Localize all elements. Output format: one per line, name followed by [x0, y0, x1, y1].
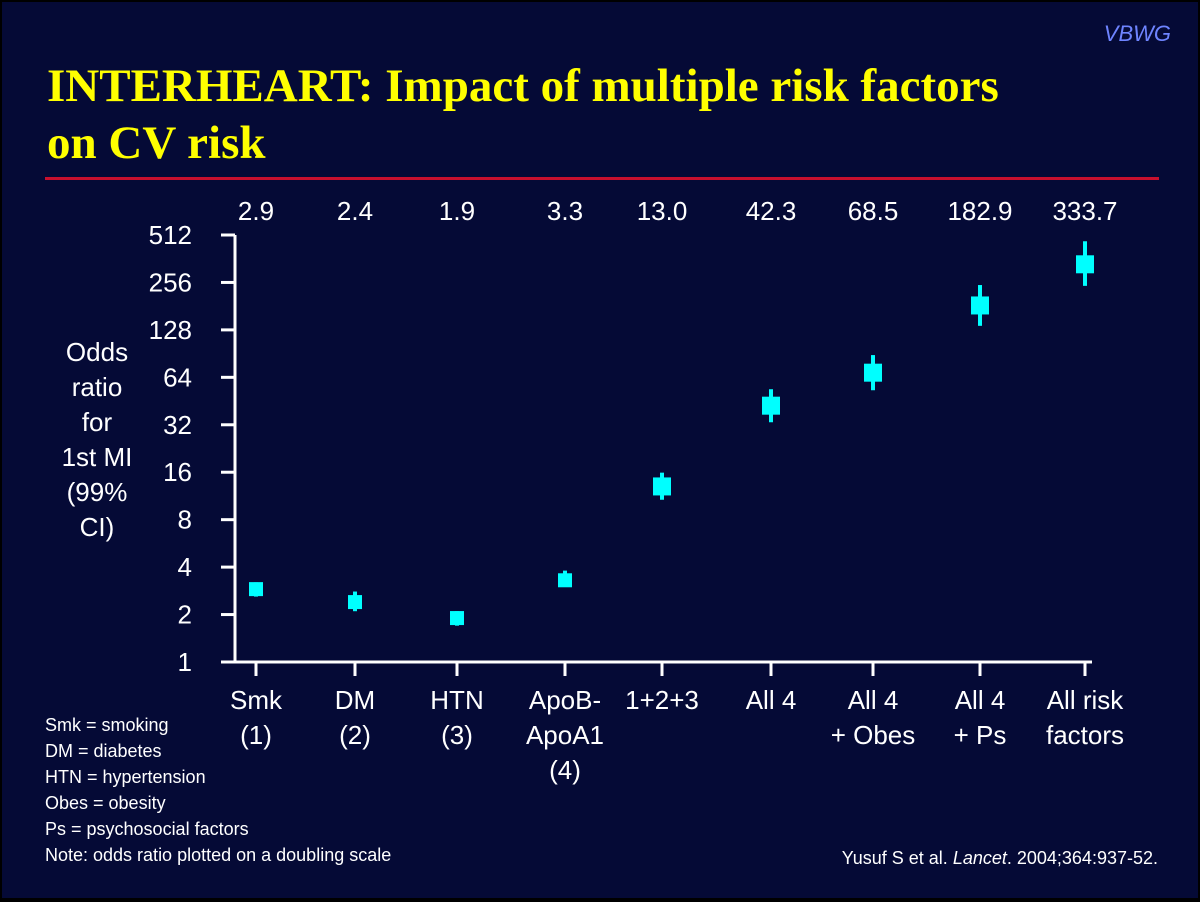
y-tick-label: 128	[149, 315, 192, 345]
data-point	[971, 296, 989, 315]
category-label: All 4	[746, 685, 797, 715]
category-label-line: (2)	[339, 720, 371, 750]
category-label-line: ApoA1	[526, 720, 604, 750]
legend-item: Smk = smoking	[45, 715, 169, 735]
category-label-line: All risk	[1047, 685, 1125, 715]
category-label: DM (2)	[335, 685, 375, 750]
value-label: 13.0	[637, 196, 688, 226]
citation-details: . 2004;364:937-52.	[1006, 848, 1158, 868]
category-label-line: ApoB-	[529, 685, 601, 715]
value-label: 2.9	[238, 196, 274, 226]
category-label: All 4 + Ps	[954, 685, 1007, 750]
title-line-2: on CV risk	[47, 117, 266, 169]
point-markers	[249, 255, 1094, 626]
y-axis-label: Odds ratio for 1st MI (99% CI)	[61, 337, 133, 542]
chart-axes	[233, 235, 1092, 664]
category-label-line: (3)	[441, 720, 473, 750]
category-label-line: Smk	[230, 685, 283, 715]
category-label: All 4 + Obes	[831, 685, 916, 750]
category-label-line: + Ps	[954, 720, 1007, 750]
category-labels: Smk (1) DM (2) HTN (3) ApoB- ApoA1 (4) 1+2+3 All 4…	[230, 662, 1124, 785]
citation-journal: Lancet	[952, 848, 1007, 868]
y-tick-label: 16	[163, 457, 192, 487]
legend-item: Ps = psychosocial factors	[45, 819, 249, 839]
legend-item: DM = diabetes	[45, 741, 162, 761]
citation-authors: Yusuf S et al.	[841, 848, 953, 868]
category-label-line: All 4	[746, 685, 797, 715]
page-title: INTERHEART: Impact of multiple risk fact…	[47, 58, 1167, 172]
y-tick-label: 4	[178, 552, 192, 582]
source-citation: Yusuf S et al. Lancet. 2004;364:937-52.	[842, 848, 1158, 869]
y-axis-ticks: 1 2 4 8 16 32 64 128 256 512	[149, 220, 235, 677]
value-label: 1.9	[439, 196, 475, 226]
y-tick-label: 64	[163, 362, 192, 392]
category-label-line: 1+2+3	[625, 685, 699, 715]
data-point	[653, 477, 671, 496]
value-labels: 2.9 2.4 1.9 3.3 13.0 42.3 68.5 182.9 333.7	[238, 196, 1118, 226]
value-label: 3.3	[547, 196, 583, 226]
category-label-line: (1)	[240, 720, 272, 750]
value-label: 68.5	[848, 196, 899, 226]
y-tick-label: 8	[178, 505, 192, 535]
y-tick-label: 2	[178, 600, 192, 630]
data-point	[558, 573, 572, 588]
y-tick-label: 512	[149, 220, 192, 250]
data-point	[762, 396, 780, 415]
data-point	[348, 595, 362, 610]
category-label-line: All 4	[955, 685, 1006, 715]
y-tick-label: 256	[149, 267, 192, 297]
category-label: HTN (3)	[430, 685, 483, 750]
category-label-line: All 4	[848, 685, 899, 715]
abbreviation-legend: Smk = smoking DM = diabetes HTN = hypert…	[45, 712, 391, 868]
value-label: 333.7	[1052, 196, 1117, 226]
title-line-1: INTERHEART: Impact of multiple risk fact…	[47, 60, 999, 112]
title-divider	[45, 177, 1159, 180]
y-tick-label: 1	[178, 647, 192, 677]
category-label-line: HTN	[430, 685, 483, 715]
y-tick-label: 32	[163, 410, 192, 440]
category-label: All risk factors	[1046, 685, 1124, 750]
value-label: 182.9	[947, 196, 1012, 226]
data-point	[450, 611, 464, 626]
legend-item: HTN = hypertension	[45, 767, 206, 787]
category-label-line: factors	[1046, 720, 1124, 750]
value-label: 42.3	[746, 196, 797, 226]
data-point	[249, 582, 263, 597]
category-label-line: + Obes	[831, 720, 916, 750]
category-label: ApoB- ApoA1 (4)	[526, 685, 604, 785]
data-point	[864, 363, 882, 382]
data-point	[1076, 255, 1094, 274]
brand-label: VBWG	[1103, 21, 1171, 46]
legend-item: Note: odds ratio plotted on a doubling s…	[45, 845, 392, 865]
legend-item: Obes = obesity	[45, 793, 166, 813]
value-label: 2.4	[337, 196, 373, 226]
category-label: 1+2+3	[625, 685, 699, 715]
error-bars	[254, 241, 1087, 626]
category-label-line: DM	[335, 685, 375, 715]
category-label: Smk (1)	[230, 685, 283, 750]
category-label-line: (4)	[549, 755, 581, 785]
